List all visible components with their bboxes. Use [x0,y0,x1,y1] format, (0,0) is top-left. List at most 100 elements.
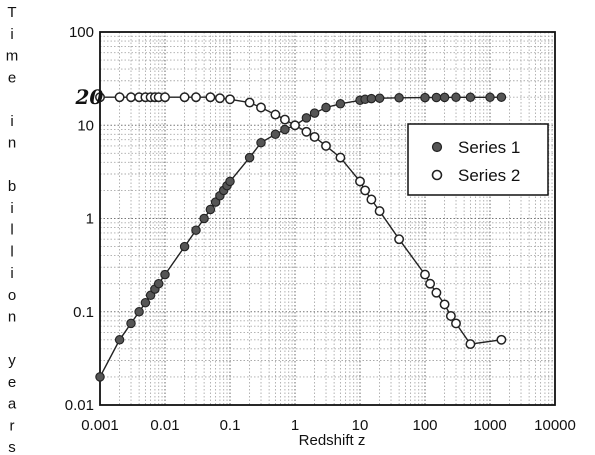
series-1-point [309,108,320,118]
y-axis-title-char: l [10,222,13,239]
y-axis-title-char: i [10,265,13,282]
series-2-point [301,126,312,137]
series-2-point [321,140,331,151]
series-2-point [179,92,190,103]
series-1-point [95,372,105,382]
series-2-point [355,176,365,187]
series-2-point [214,93,225,104]
series-2-point [160,92,170,103]
x-tick-label: 0.01 [150,417,179,434]
series-2-point [445,311,456,321]
y-tick-label: 0.1 [73,304,94,321]
y-axis-title-char: n [8,135,16,152]
series-1-point [280,124,290,135]
y-axis-title-char: b [8,178,16,195]
series-1-point [191,225,201,235]
series-2-point [374,206,385,217]
series-1-point [225,176,235,187]
y-axis-title-char: i [10,26,13,43]
legend-marker-series-1 [431,141,443,153]
y-axis-title-char: e [8,374,16,391]
series-1-point [366,93,377,104]
series-2-point [366,194,377,205]
series-markers [95,92,507,382]
series-1-point [270,129,281,140]
series-2-point [270,109,281,120]
x-tick-label: 10000 [534,417,576,434]
y-tick-label: 10 [77,117,94,134]
series-1-point [431,92,442,103]
series-2-point [425,278,436,289]
series-1-point [394,93,404,103]
y-axis-title-char: o [8,287,16,304]
legend: Series 1 Series 2 [407,123,549,196]
legend-box [407,123,549,196]
series-1-point [335,99,346,109]
x-tick-label: 1000 [473,417,506,434]
y-tick-label: 1 [86,211,94,228]
series-2-point [496,334,507,345]
series-2-point [191,92,201,103]
series-1-point [160,269,170,280]
y-axis-title-char: l [10,243,13,260]
x-tick-label: 0.1 [220,417,241,434]
series-1-point [496,92,507,102]
x-tick-labels: 0.001 0.01 0.1 1 10 100 1000 10000 [81,417,576,434]
y-axis-title-char: y [8,352,16,369]
y-axis-title-char: s [8,439,16,455]
series-2-point [394,234,405,245]
x-axis-title: Redshift z [299,432,366,449]
y-axis-title-char: m [6,48,19,65]
annotation-20: 20 [75,85,104,109]
series-1-point [126,318,136,329]
y-axis-title-char: T [7,4,16,21]
series-2-point [114,92,125,103]
series-1-point [205,204,216,215]
y-axis-title-char: n [8,309,16,326]
legend-marker-series-2 [431,169,443,181]
series-1-point [485,92,495,103]
series-2-point [451,318,461,329]
series-2-point [335,152,346,163]
series-2-point [420,269,430,280]
series-1-point [256,137,266,148]
series-2-point [256,102,266,113]
y-tick-label: 100 [69,24,94,41]
series-1-point [321,102,331,113]
series-2-point [279,114,290,125]
series-2-point [244,97,255,108]
series-2-point [309,131,320,142]
y-tick-label: 0.01 [65,397,94,414]
x-tick-label: 10 [352,417,369,434]
series-2-point [95,92,105,103]
legend-label-series-1: Series 1 [458,138,520,157]
series-1-point [374,93,385,103]
series-1-point [153,278,164,289]
series-2-point [465,339,476,350]
series-2-point [431,287,442,298]
series-2-point [290,120,300,131]
y-axis-title-char: e [8,69,16,86]
x-tick-label: 100 [412,417,437,434]
y-axis-title-char: a [8,396,17,413]
series-2-point [126,92,136,103]
series-1-point [439,92,450,103]
y-axis-title-char: i [10,113,13,130]
series-1-point [420,92,430,103]
legend-label-series-2: Series 2 [458,166,520,185]
series-1-point [140,297,151,308]
series-1-point [114,335,125,345]
series-1-point [451,92,461,103]
y-axis-title-char: r [10,417,15,434]
series-1-point [134,307,144,317]
series-1-point [465,92,476,103]
x-tick-label: 1 [291,417,299,434]
series-2-point [225,94,235,105]
y-axis-title-char: i [10,200,13,217]
plot-area-frame [99,31,556,406]
y-tick-labels: 0.01 0.1 1 10 100 [65,24,94,414]
series-1-point [179,241,190,252]
series-2-point [439,299,450,310]
series-1-point [244,152,255,163]
